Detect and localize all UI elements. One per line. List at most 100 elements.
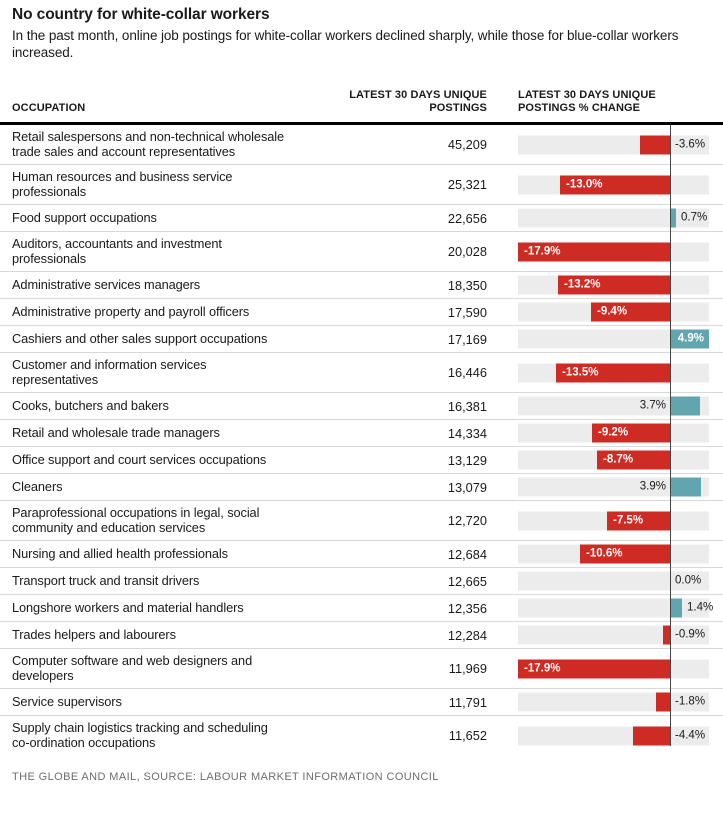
pct-change-cell: 0.0% bbox=[487, 568, 723, 594]
pct-change-label: 0.0% bbox=[675, 574, 702, 587]
pct-change-bar bbox=[671, 477, 701, 497]
table-row: Retail and wholesale trade managers 14,33… bbox=[0, 420, 723, 447]
postings-value: 45,209 bbox=[447, 137, 487, 152]
bar-track bbox=[518, 571, 709, 591]
table-row: Office support and court services occupa… bbox=[0, 447, 723, 474]
postings-value: 12,720 bbox=[447, 513, 487, 528]
postings-value: 12,284 bbox=[447, 627, 487, 643]
occupation-label: Longshore workers and material handlers bbox=[12, 599, 244, 615]
occupation-label: Paraprofessional occupations in legal, s… bbox=[12, 505, 260, 535]
postings-value: 11,652 bbox=[448, 728, 487, 743]
table-row: Cashiers and other sales support occupat… bbox=[0, 326, 723, 353]
occupation-label: Customer and information services repres… bbox=[12, 357, 207, 387]
infographic: No country for white-collar workers In t… bbox=[0, 6, 723, 783]
pct-change-label: -8.7% bbox=[603, 453, 634, 466]
postings-value: 20,028 bbox=[447, 244, 487, 259]
pct-change-bar bbox=[558, 275, 671, 295]
pct-change-cell: -10.6% bbox=[487, 541, 723, 567]
postings-value: 22,656 bbox=[447, 210, 487, 226]
pct-change-cell: -17.9% bbox=[487, 232, 723, 271]
pct-change-cell: -3.6% bbox=[487, 125, 723, 164]
table-row: Computer software and web designers and … bbox=[0, 649, 723, 689]
pct-change-bar bbox=[580, 544, 671, 564]
postings-value: 11,791 bbox=[448, 694, 487, 710]
pct-change-label: -0.9% bbox=[675, 628, 706, 641]
column-header-postings: LATEST 30 DAYS UNIQUE POSTINGS bbox=[349, 89, 487, 114]
pct-change-bar bbox=[597, 450, 671, 470]
table-row: Auditors, accountants and investment pro… bbox=[0, 232, 723, 272]
table-row: Service supervisors 11,791 -1.8% bbox=[0, 689, 723, 716]
bar-track bbox=[518, 396, 709, 416]
pct-change-label: -13.5% bbox=[562, 366, 599, 378]
table-row: Retail salespersons and non-technical wh… bbox=[0, 125, 723, 165]
pct-change-cell: -1.8% bbox=[487, 689, 723, 715]
pct-change-bar bbox=[592, 423, 671, 443]
occupation-label: Trades helpers and labourers bbox=[12, 626, 176, 642]
pct-change-label: 0.7% bbox=[681, 211, 708, 224]
occupation-label: Service supervisors bbox=[12, 693, 122, 709]
occupation-label: Cooks, butchers and bakers bbox=[12, 397, 169, 413]
pct-change-bar bbox=[663, 625, 671, 645]
column-header-change: LATEST 30 DAYS UNIQUE POSTINGS % CHANGE bbox=[518, 89, 656, 114]
postings-value: 17,169 bbox=[447, 331, 487, 347]
postings-value: 13,079 bbox=[447, 479, 487, 495]
table-row: Cooks, butchers and bakers 16,381 3.7% bbox=[0, 393, 723, 420]
pct-change-bar bbox=[640, 135, 671, 154]
pct-change-cell: 4.9% bbox=[487, 326, 723, 352]
pct-change-cell: -9.4% bbox=[487, 299, 723, 325]
pct-change-label: -9.2% bbox=[598, 426, 629, 439]
chart-header: No country for white-collar workers In t… bbox=[12, 6, 711, 61]
occupation-label: Retail and wholesale trade managers bbox=[12, 424, 220, 440]
table-row: Longshore workers and material handlers 1… bbox=[0, 595, 723, 622]
pct-change-bar bbox=[591, 302, 671, 322]
pct-change-label: -17.9% bbox=[524, 662, 561, 674]
pct-change-cell: -13.5% bbox=[487, 353, 723, 392]
pct-change-label: -9.4% bbox=[597, 305, 628, 318]
pct-change-bar bbox=[560, 175, 671, 194]
pct-change-cell: 0.7% bbox=[487, 205, 723, 231]
postings-value: 25,321 bbox=[447, 177, 487, 192]
pct-change-cell: -8.7% bbox=[487, 447, 723, 473]
table-row: Administrative property and payroll offi… bbox=[0, 299, 723, 326]
occupation-label: Retail salespersons and non-technical wh… bbox=[12, 129, 285, 159]
pct-change-cell: -0.9% bbox=[487, 622, 723, 648]
occupation-label: Cleaners bbox=[12, 478, 63, 494]
pct-change-cell: -4.4% bbox=[487, 716, 723, 755]
occupation-label: Transport truck and transit drivers bbox=[12, 572, 200, 588]
postings-value: 13,129 bbox=[447, 452, 487, 468]
pct-change-cell: 1.4% bbox=[487, 595, 723, 621]
pct-change-bar bbox=[671, 329, 709, 349]
table-row: Nursing and allied health professionals 1… bbox=[0, 541, 723, 568]
pct-change-label: -4.4% bbox=[675, 729, 706, 741]
bar-track bbox=[518, 598, 709, 618]
pct-change-bar bbox=[656, 692, 671, 712]
occupation-label: Human resources and business service pro… bbox=[12, 169, 233, 199]
column-headers: OCCUPATION LATEST 30 DAYS UNIQUE POSTING… bbox=[0, 71, 723, 125]
table-row: Customer and information services repres… bbox=[0, 353, 723, 393]
source-credit: THE GLOBE AND MAIL, SOURCE: LABOUR MARKE… bbox=[12, 771, 439, 783]
pct-change-label: 4.9% bbox=[677, 332, 704, 345]
postings-value: 12,356 bbox=[447, 600, 487, 616]
table-row: Human resources and business service pro… bbox=[0, 165, 723, 205]
pct-change-label: 3.7% bbox=[639, 399, 666, 412]
pct-change-bar bbox=[671, 396, 700, 416]
page-title: No country for white-collar workers bbox=[12, 6, 270, 23]
postings-value: 16,381 bbox=[447, 398, 487, 414]
pct-change-cell: -9.2% bbox=[487, 420, 723, 446]
pct-change-label: 1.4% bbox=[687, 601, 714, 614]
table-row: Paraprofessional occupations in legal, s… bbox=[0, 501, 723, 541]
pct-change-cell: -7.5% bbox=[487, 501, 723, 540]
occupation-label: Computer software and web designers and … bbox=[12, 653, 253, 683]
postings-value: 14,334 bbox=[447, 425, 487, 441]
pct-change-cell: 3.9% bbox=[487, 474, 723, 500]
postings-value: 12,684 bbox=[447, 546, 487, 562]
occupation-label: Supply chain logistics tracking and sche… bbox=[12, 720, 268, 750]
bar-track bbox=[518, 625, 709, 645]
postings-value: 16,446 bbox=[447, 365, 487, 380]
table-row: Administrative services managers 18,350 -1… bbox=[0, 272, 723, 299]
pct-change-bar bbox=[556, 363, 671, 382]
column-header-occupation: OCCUPATION bbox=[12, 102, 86, 114]
occupation-label: Cashiers and other sales support occupat… bbox=[12, 330, 268, 346]
postings-value: 12,665 bbox=[447, 573, 487, 589]
bar-track bbox=[518, 208, 709, 228]
